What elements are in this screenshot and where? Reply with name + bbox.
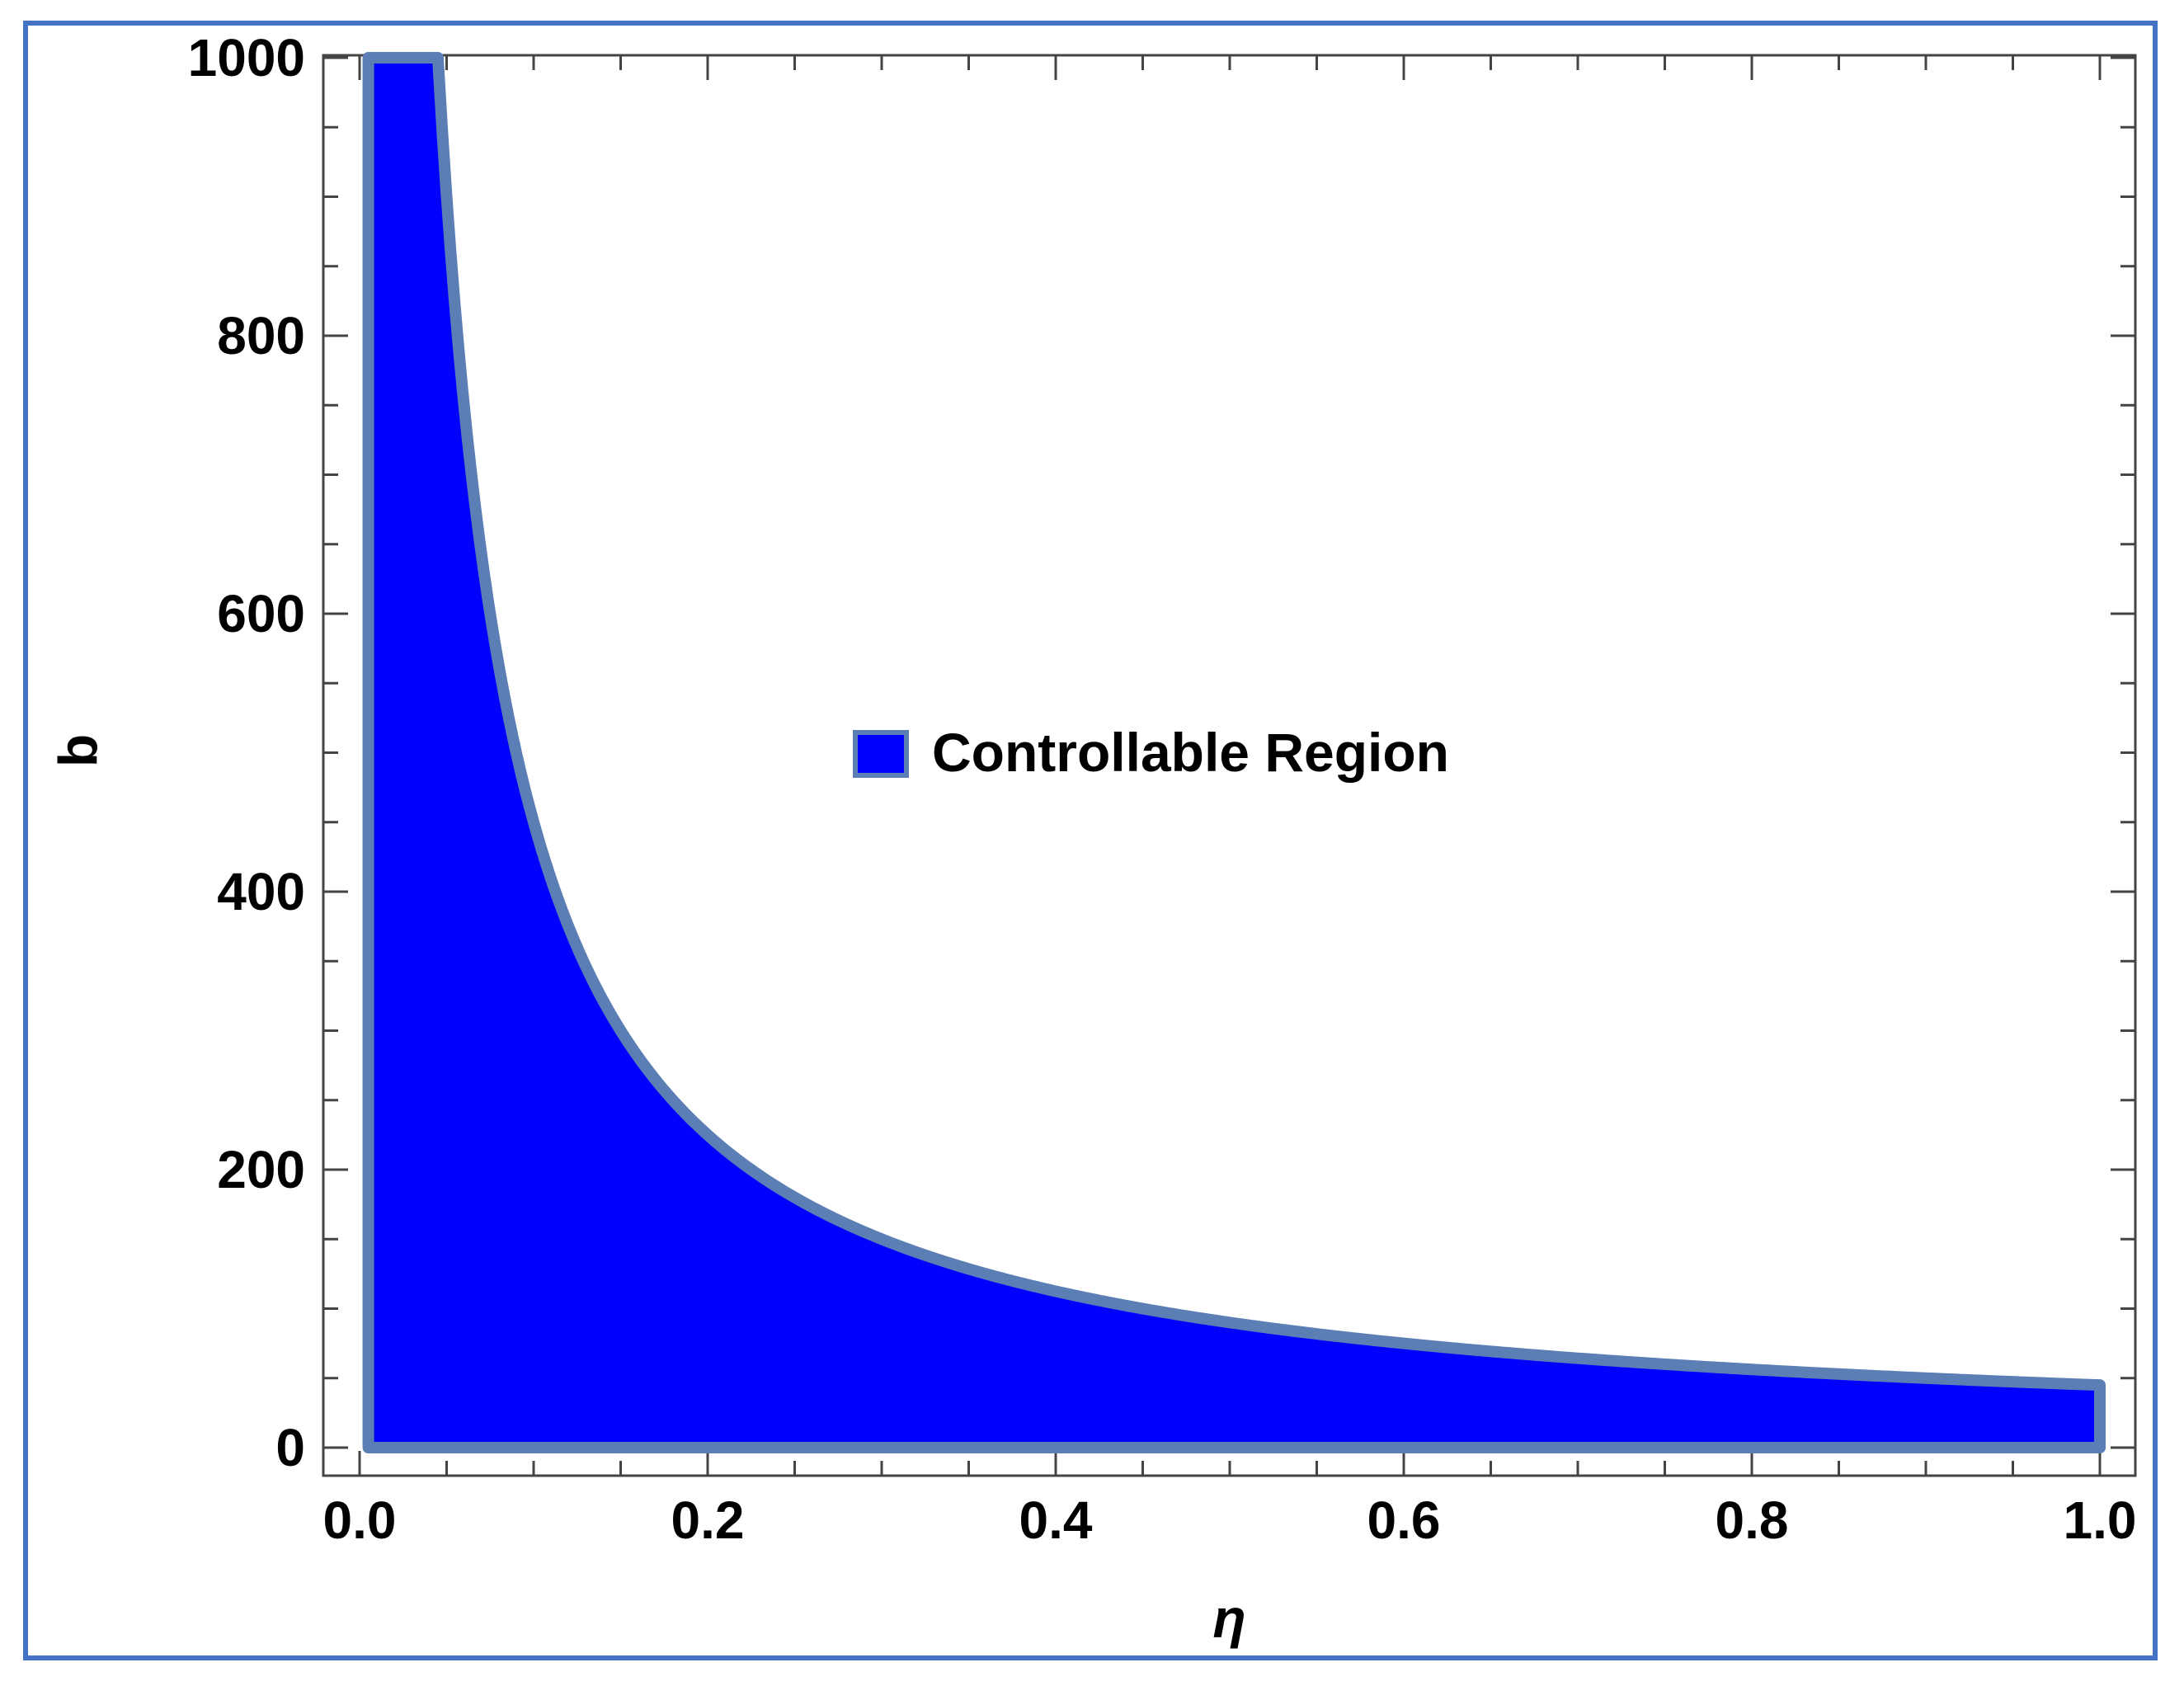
legend-swatch xyxy=(853,730,909,778)
axis-ticks xyxy=(323,55,2135,1476)
y-tick-label: 600 xyxy=(217,584,305,643)
controllable-region-area xyxy=(362,52,2106,1453)
y-tick-label: 400 xyxy=(217,862,305,921)
region-group xyxy=(362,52,2106,1453)
x-tick-label: 0.4 xyxy=(1019,1491,1093,1550)
legend-label: Controllable Region xyxy=(932,722,1449,783)
x-tick-label: 0.2 xyxy=(671,1491,745,1550)
y-axis-label: b xyxy=(47,734,108,767)
y-tick-label: 800 xyxy=(217,306,305,365)
y-tick-label: 0 xyxy=(275,1418,305,1477)
legend: Controllable Region xyxy=(853,722,1449,783)
y-tick-label: 1000 xyxy=(188,28,305,87)
x-tick-label: 0.0 xyxy=(323,1491,397,1550)
y-tick-label: 200 xyxy=(217,1140,305,1199)
tick-labels: 0.0 0.2 0.4 0.6 0.8 1.0 0 200 400 600 800 1000 xyxy=(188,28,2137,1550)
x-tick-label: 1.0 xyxy=(2064,1491,2137,1550)
x-tick-label: 0.6 xyxy=(1367,1491,1441,1550)
x-tick-label: 0.8 xyxy=(1716,1491,1789,1550)
x-axis-label: η xyxy=(1212,1588,1245,1649)
